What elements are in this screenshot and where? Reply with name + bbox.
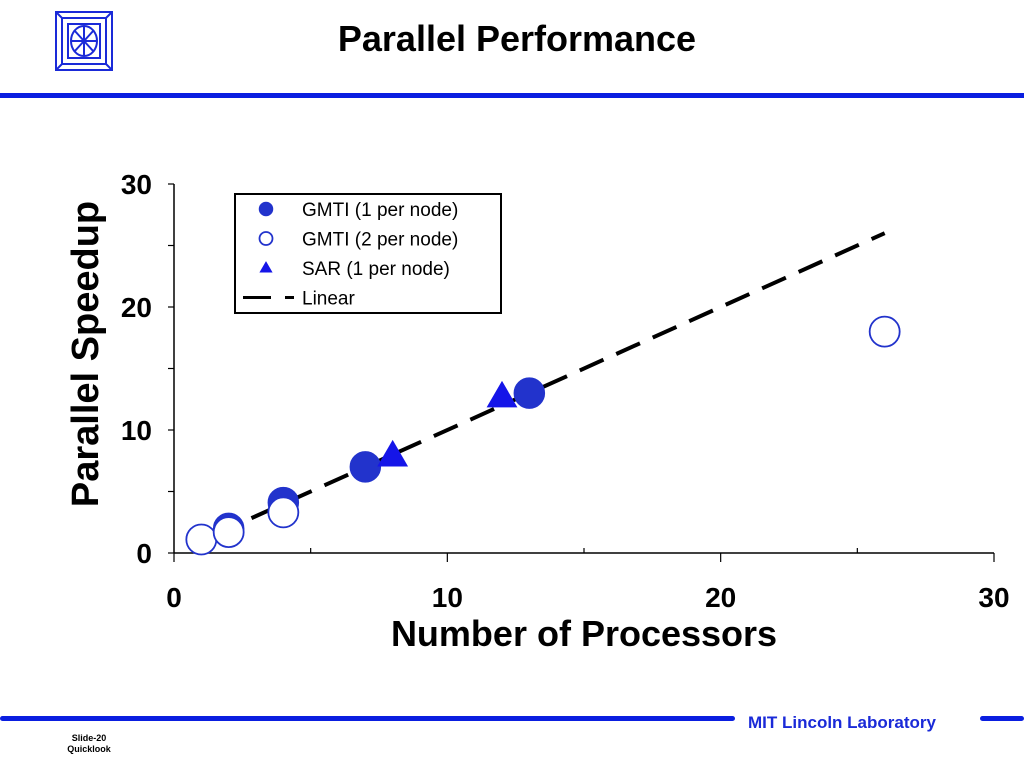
legend-box [234, 193, 502, 314]
y-tick-label: 30 [121, 169, 152, 200]
x-axis-title: Number of Processors [391, 613, 777, 654]
y-axis-title: Parallel Speedup [65, 201, 107, 507]
gmti-2pn-point [212, 516, 245, 548]
legend-marker [258, 201, 274, 217]
gmti-1pn-point [349, 451, 382, 483]
linear-reference-line [214, 231, 886, 537]
x-tick-label: 20 [705, 582, 736, 613]
legend-label: GMTI (2 per node) [302, 230, 458, 251]
gmti-1pn-point [513, 377, 546, 409]
legend-label: SAR (1 per node) [302, 259, 450, 280]
y-tick-label: 10 [121, 415, 152, 446]
y-tick-label: 20 [121, 292, 152, 323]
legend-marker [259, 261, 273, 273]
sar-point [377, 439, 409, 467]
gmti-2pn-point [267, 496, 300, 529]
footer-organization: MIT Lincoln Laboratory [748, 713, 936, 732]
x-tick-label: 30 [978, 582, 1009, 613]
legend-label: GMTI (1 per node) [302, 200, 458, 221]
legend-label: Linear [302, 289, 355, 310]
x-tick-label: 0 [166, 582, 182, 613]
lincoln-lab-logo [52, 10, 116, 72]
footer-divider-right [980, 716, 1024, 721]
slide-title: Parallel Performance [337, 18, 697, 59]
sar-point [486, 380, 518, 408]
legend-marker [258, 231, 274, 246]
gmti-2pn-point [868, 315, 901, 348]
title-divider [0, 93, 1024, 98]
gmti-2pn-point [185, 523, 218, 556]
slide-identifier: Slide-20 Quicklook [64, 733, 114, 755]
x-tick-label: 10 [432, 582, 463, 613]
y-tick-label: 0 [136, 538, 152, 569]
footer-divider-left [0, 716, 735, 721]
slide-number: Slide-20 [71, 733, 107, 743]
slide-section: Quicklook [67, 744, 111, 754]
